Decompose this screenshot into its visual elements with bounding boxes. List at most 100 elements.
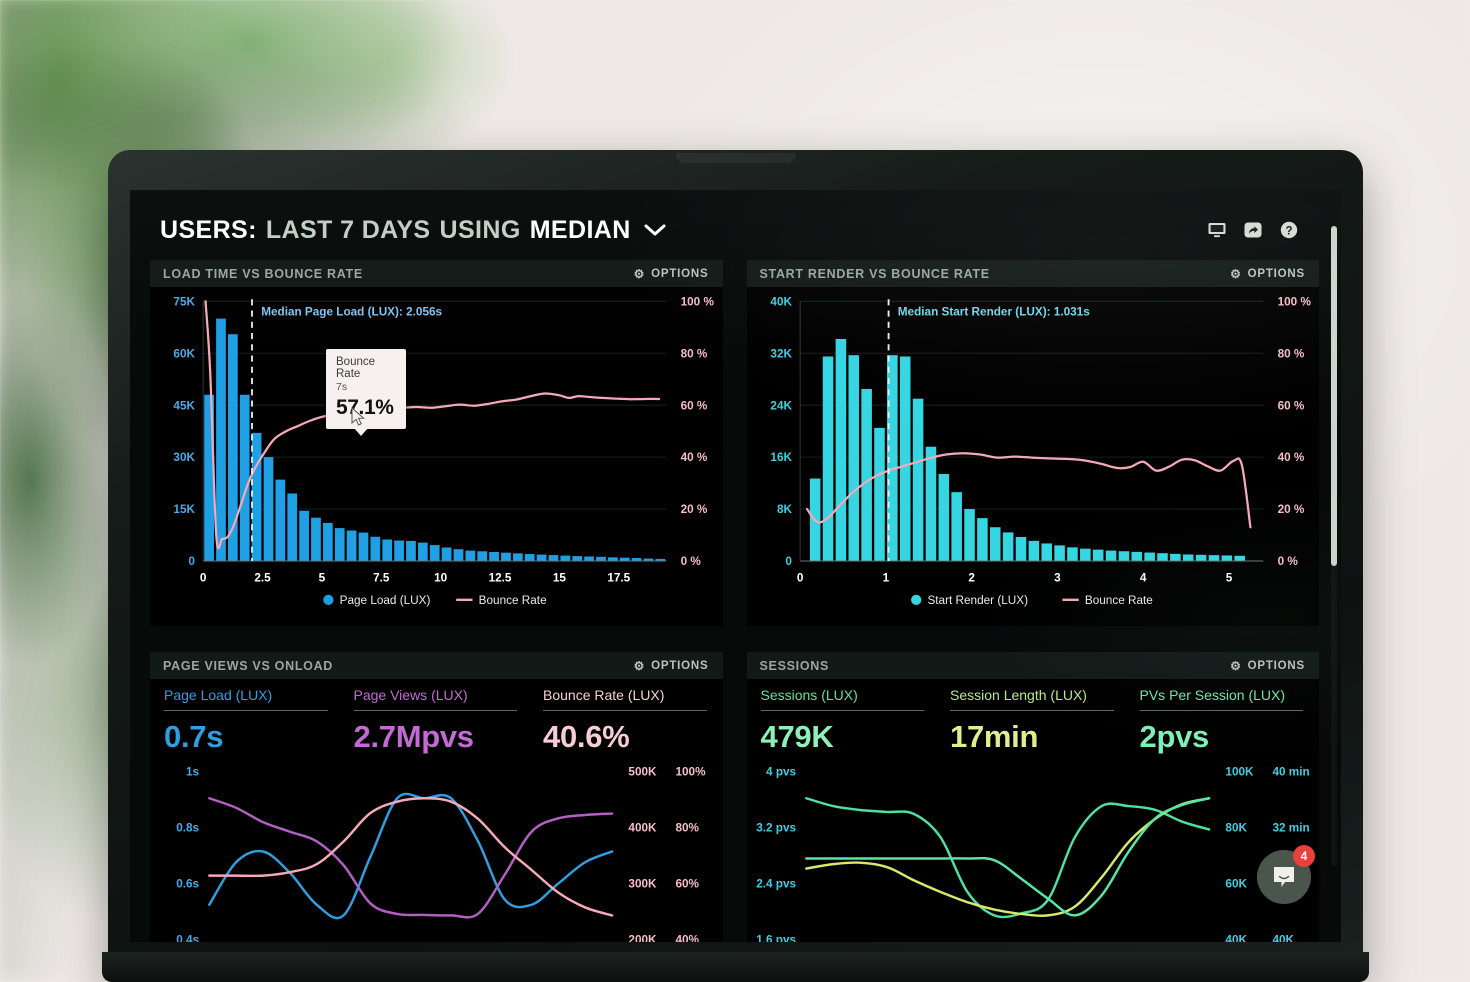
bar[interactable] xyxy=(989,527,1001,561)
bar[interactable] xyxy=(1156,553,1168,561)
bar[interactable] xyxy=(976,518,988,561)
chart-page-views-mini[interactable]: 1s 0.8s 0.6s 0.4s 500K 400K 300K 200K 100% 80% 60%… xyxy=(150,757,723,942)
bar[interactable] xyxy=(382,539,393,561)
bar[interactable] xyxy=(275,479,286,561)
bar[interactable] xyxy=(548,555,559,561)
share-icon[interactable] xyxy=(1243,220,1263,240)
bar[interactable] xyxy=(1092,549,1103,561)
series-line[interactable] xyxy=(804,797,1210,917)
bar[interactable] xyxy=(311,517,321,561)
bar[interactable] xyxy=(394,540,404,561)
bar[interactable] xyxy=(1015,536,1026,561)
bar[interactable] xyxy=(643,558,654,561)
bar[interactable] xyxy=(584,556,594,561)
bar[interactable] xyxy=(631,558,642,561)
metric-card[interactable]: Page Load (LUX) 0.7s xyxy=(152,687,342,755)
metric-card[interactable]: PVs Per Session (LUX) 2pvs xyxy=(1128,687,1318,755)
bar[interactable] xyxy=(227,334,238,561)
bounce-rate-line[interactable] xyxy=(805,452,1252,529)
bar[interactable] xyxy=(607,557,618,561)
bar[interactable] xyxy=(619,557,630,561)
help-icon[interactable]: ? xyxy=(1279,220,1299,240)
bar[interactable] xyxy=(912,398,923,561)
bar[interactable] xyxy=(822,356,833,561)
bar[interactable] xyxy=(406,540,416,561)
options-button[interactable]: ⚙ OPTIONS xyxy=(1230,659,1305,673)
bar[interactable] xyxy=(524,554,535,561)
bar[interactable] xyxy=(501,552,511,561)
bar[interactable] xyxy=(1143,552,1155,561)
bar[interactable] xyxy=(1040,543,1052,561)
bar[interactable] xyxy=(1131,551,1142,561)
bar[interactable] xyxy=(1233,555,1245,561)
bar[interactable] xyxy=(465,550,476,561)
bar[interactable] xyxy=(370,536,381,561)
bar[interactable] xyxy=(334,528,345,561)
bar[interactable] xyxy=(1208,555,1219,561)
bar[interactable] xyxy=(655,558,666,561)
bar[interactable] xyxy=(572,556,583,561)
vertical-scrollbar[interactable] xyxy=(1331,226,1337,866)
bar[interactable] xyxy=(1066,547,1078,561)
series-line[interactable] xyxy=(208,797,614,919)
series-line[interactable] xyxy=(208,797,614,917)
scrollbar-thumb[interactable] xyxy=(1331,226,1337,566)
bar[interactable] xyxy=(1195,554,1206,561)
bar[interactable] xyxy=(1079,548,1091,561)
series-line[interactable] xyxy=(208,792,614,920)
options-button[interactable]: ⚙ OPTIONS xyxy=(1230,267,1305,281)
bar[interactable] xyxy=(417,542,428,561)
chevron-down-icon[interactable] xyxy=(644,223,666,237)
bar[interactable] xyxy=(950,492,962,561)
metric-card[interactable]: Bounce Rate (LUX) 40.6% xyxy=(531,687,721,755)
bar[interactable] xyxy=(1105,550,1116,561)
series-line[interactable] xyxy=(804,797,1210,919)
bar[interactable] xyxy=(886,355,898,561)
bar[interactable] xyxy=(925,446,936,561)
bar[interactable] xyxy=(835,338,846,561)
bar[interactable] xyxy=(899,356,910,561)
bar[interactable] xyxy=(251,432,262,561)
bar[interactable] xyxy=(847,355,859,561)
monitor-icon[interactable] xyxy=(1207,220,1227,240)
bar[interactable] xyxy=(1028,540,1039,561)
bar[interactable] xyxy=(873,427,885,561)
bar[interactable] xyxy=(1182,554,1194,561)
bar[interactable] xyxy=(453,549,464,561)
bar[interactable] xyxy=(322,522,333,561)
bar[interactable] xyxy=(346,530,357,561)
bar[interactable] xyxy=(560,555,571,561)
options-button[interactable]: ⚙ OPTIONS xyxy=(634,659,709,673)
bar[interactable] xyxy=(358,532,369,561)
bar[interactable] xyxy=(596,556,606,561)
bar[interactable] xyxy=(441,547,452,561)
bar[interactable] xyxy=(204,394,214,561)
metric-card[interactable]: Sessions (LUX) 479K xyxy=(749,687,939,755)
bar[interactable] xyxy=(512,553,523,561)
bar[interactable] xyxy=(860,388,872,561)
bar[interactable] xyxy=(536,554,547,561)
bar[interactable] xyxy=(1169,553,1181,561)
page-title[interactable]: USERS: LAST 7 DAYS USING MEDIAN xyxy=(160,216,666,245)
metric-card[interactable]: Page Views (LUX) 2.7Mpvs xyxy=(342,687,532,755)
metric-card[interactable]: Session Length (LUX) 17min xyxy=(938,687,1128,755)
bar[interactable] xyxy=(1053,545,1065,561)
chart-start-render[interactable]: 0 8K 16K 24K 32K 40K 0 % 20 % 40 % 60 % 80 % 100 % M… xyxy=(747,287,1320,626)
bounce-rate-line[interactable] xyxy=(204,300,661,550)
bar[interactable] xyxy=(239,394,250,561)
bar[interactable] xyxy=(963,509,975,561)
bar[interactable] xyxy=(1002,532,1013,561)
series-line[interactable] xyxy=(804,797,1210,918)
chart-sessions-mini[interactable]: 4 pvs 3.2 pvs 2.4 pvs 1.6 pvs 100K 80K 60K 40K 4… xyxy=(747,757,1320,942)
bar[interactable] xyxy=(489,551,499,561)
bar[interactable] xyxy=(938,473,949,561)
bar[interactable] xyxy=(1118,551,1129,561)
bar[interactable] xyxy=(216,318,226,561)
bar[interactable] xyxy=(477,551,488,561)
bar[interactable] xyxy=(263,457,274,561)
options-button[interactable]: ⚙ OPTIONS xyxy=(634,267,709,281)
chart-load-time[interactable]: 0 15K 30K 45K 60K 75K 0 % 20 % 40 % 60 % 80 % 100 %… xyxy=(150,287,723,626)
bar[interactable] xyxy=(429,545,440,561)
bar[interactable] xyxy=(287,493,298,561)
bar[interactable] xyxy=(1221,555,1232,561)
